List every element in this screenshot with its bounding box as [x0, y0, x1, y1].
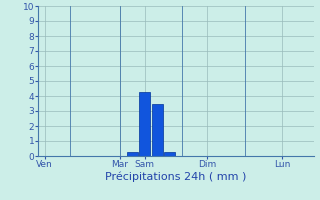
Bar — [127, 152, 138, 156]
Bar — [140, 92, 150, 156]
Bar — [164, 152, 175, 156]
X-axis label: Précipitations 24h ( mm ): Précipitations 24h ( mm ) — [105, 172, 247, 182]
Bar — [152, 104, 163, 156]
